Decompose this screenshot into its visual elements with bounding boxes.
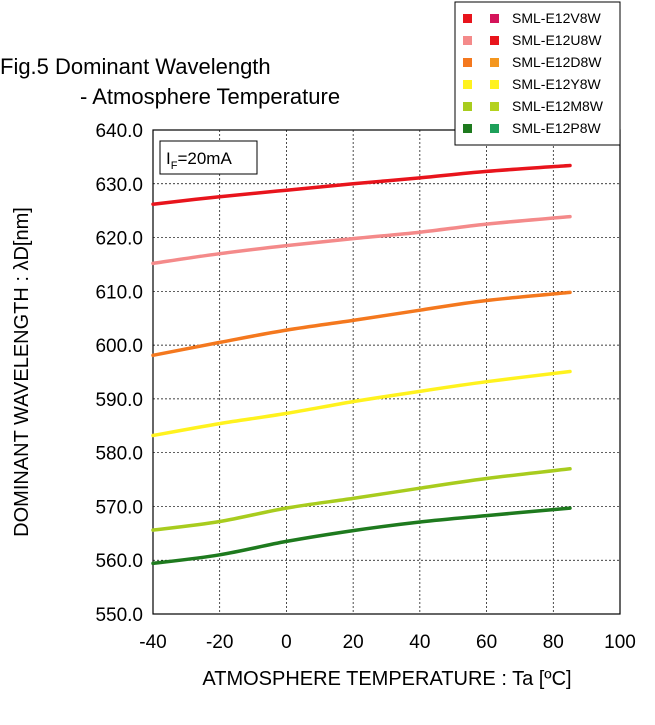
legend-marker-alt xyxy=(490,58,499,67)
grid xyxy=(153,130,620,614)
x-axis-label: ATMOSPHERE TEMPERATURE : Ta [ºC] xyxy=(202,668,571,690)
legend-marker xyxy=(463,102,472,111)
y-tick-label: 630.0 xyxy=(95,175,143,196)
series-line-sml-e12u8w xyxy=(151,214,572,266)
legend-marker xyxy=(463,14,472,23)
x-tick-label: 40 xyxy=(409,632,430,653)
legend-box xyxy=(454,1,621,146)
x-tick-label: 20 xyxy=(343,632,364,653)
annotation-box xyxy=(159,140,258,175)
x-tick-label: 80 xyxy=(543,632,564,653)
legend-label: SML-E12Y8W xyxy=(512,76,601,92)
legend: SML-E12V8W SML-E12U8W SML-E12D8W SML-E12Y8W… xyxy=(454,1,621,146)
series-line-sml-e12y8w xyxy=(151,369,572,438)
chart-title-line2: - Atmosphere Temperature xyxy=(80,84,340,109)
y-tick-label: 590.0 xyxy=(95,390,143,411)
x-tick-label: 0 xyxy=(281,632,292,653)
series-line-sml-e12m8w xyxy=(151,467,572,532)
series-lines xyxy=(151,163,572,566)
legend-marker xyxy=(463,80,472,89)
legend-label: SML-E12U8W xyxy=(512,32,602,48)
x-tick-label: -40 xyxy=(139,632,166,653)
legend-label: SML-E12V8W xyxy=(512,10,601,26)
y-tick-label: 580.0 xyxy=(95,444,143,465)
x-tick-label: 60 xyxy=(476,632,497,653)
y-tick-label: 620.0 xyxy=(95,229,143,250)
legend-marker-alt xyxy=(490,14,499,23)
chart-title-line1: Fig.5 Dominant Wavelength xyxy=(0,54,271,79)
x-tick-label: 100 xyxy=(604,632,636,653)
current-annotation: IF=20mA xyxy=(159,140,258,175)
y-tick-labels: 550.0 560.0 570.0 580.0 590.0 600.0 610.0 620.0… xyxy=(95,121,143,626)
series-line-sml-e12v8w xyxy=(151,163,572,206)
y-tick-label: 610.0 xyxy=(95,282,143,303)
legend-label: SML-E12D8W xyxy=(512,54,602,70)
y-tick-label: 600.0 xyxy=(95,336,143,357)
y-tick-label: 560.0 xyxy=(95,551,143,572)
legend-marker xyxy=(463,36,472,45)
series-line-sml-e12d8w xyxy=(151,290,572,358)
legend-label: SML-E12M8W xyxy=(512,98,604,114)
legend-label: SML-E12P8W xyxy=(512,120,601,136)
y-tick-label: 570.0 xyxy=(95,497,143,518)
legend-marker-alt xyxy=(490,124,499,133)
legend-items: SML-E12V8W SML-E12U8W SML-E12D8W SML-E12Y8W… xyxy=(463,10,604,136)
legend-marker xyxy=(463,58,472,67)
series-line-sml-e12p8w xyxy=(151,506,572,566)
legend-marker xyxy=(463,124,472,133)
x-tick-label: -20 xyxy=(206,632,233,653)
y-axis-label: DOMINANT WAVELENGTH : λD[nm] xyxy=(11,207,33,537)
annotation-text: IF=20mA xyxy=(166,149,232,172)
y-tick-label: 550.0 xyxy=(95,605,143,626)
plot-frame xyxy=(152,129,621,615)
legend-marker-alt xyxy=(490,80,499,89)
legend-marker-alt xyxy=(490,36,499,45)
y-tick-label: 640.0 xyxy=(95,121,143,142)
legend-marker-alt xyxy=(490,102,499,111)
x-tick-labels: -40 -20 0 20 40 60 80 100 xyxy=(139,632,636,653)
